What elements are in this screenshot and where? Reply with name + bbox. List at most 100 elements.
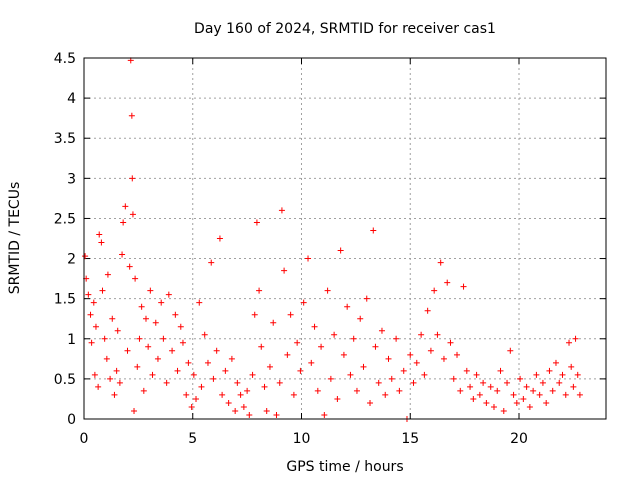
data-point <box>270 319 277 326</box>
data-point <box>487 383 494 390</box>
data-point <box>533 371 540 378</box>
data-point <box>450 375 457 382</box>
data-point <box>216 235 223 242</box>
data-point <box>85 291 92 298</box>
data-point <box>337 247 344 254</box>
data-point <box>92 323 99 330</box>
data-point <box>193 395 200 402</box>
data-point <box>111 391 118 398</box>
data-point <box>314 387 321 394</box>
data-point <box>138 303 145 310</box>
data-point <box>410 379 417 386</box>
data-point <box>572 335 579 342</box>
data-point <box>344 303 351 310</box>
y-tick-label: 3 <box>67 171 76 187</box>
y-tick-label: 0 <box>67 412 76 428</box>
data-point <box>556 379 563 386</box>
data-point <box>504 379 511 386</box>
data-point <box>126 263 133 270</box>
data-point <box>147 287 154 294</box>
data-point <box>327 375 334 382</box>
data-point <box>169 347 176 354</box>
data-point <box>134 363 141 370</box>
data-point <box>372 343 379 350</box>
data-point <box>142 315 149 322</box>
data-point <box>400 367 407 374</box>
data-point <box>559 371 566 378</box>
data-point <box>460 283 467 290</box>
data-point <box>536 391 543 398</box>
data-point <box>278 207 285 214</box>
data-point <box>457 387 464 394</box>
y-tick-label: 3.5 <box>54 131 76 147</box>
data-point <box>494 387 501 394</box>
data-point <box>497 367 504 374</box>
chart-title: Day 160 of 2024, SRMTID for receiver cas… <box>194 21 496 37</box>
data-point <box>427 347 434 354</box>
data-point <box>122 203 129 210</box>
data-point <box>418 331 425 338</box>
data-point <box>350 335 357 342</box>
data-point <box>204 359 211 366</box>
data-point <box>158 299 165 306</box>
plot-frame <box>83 57 607 420</box>
data-point <box>246 411 253 418</box>
y-tick-label: 2 <box>67 252 76 268</box>
data-point <box>480 379 487 386</box>
data-point <box>253 219 260 226</box>
x-tick-label: 5 <box>188 431 197 447</box>
data-point <box>424 307 431 314</box>
data-point <box>543 399 550 406</box>
data-point <box>263 407 270 414</box>
data-point <box>266 363 273 370</box>
x-tick-label: 20 <box>510 431 528 447</box>
data-point <box>476 391 483 398</box>
data-point <box>131 407 138 414</box>
data-point <box>237 391 244 398</box>
data-point <box>566 339 573 346</box>
data-point <box>549 387 556 394</box>
data-point <box>526 403 533 410</box>
data-point <box>562 391 569 398</box>
data-point <box>219 391 226 398</box>
data-point <box>347 371 354 378</box>
data-point <box>440 355 447 362</box>
data-point <box>96 231 103 238</box>
data-point <box>467 383 474 390</box>
data-point <box>249 371 256 378</box>
data-point <box>228 355 235 362</box>
data-point <box>120 219 127 226</box>
data-point <box>463 367 470 374</box>
data-point <box>99 287 106 294</box>
data-point <box>98 239 105 246</box>
data-point <box>378 327 385 334</box>
data-point <box>421 371 428 378</box>
data-point <box>109 315 116 322</box>
data-point <box>520 395 527 402</box>
data-point <box>375 379 382 386</box>
data-point <box>128 112 135 119</box>
data-point <box>318 343 325 350</box>
data-point <box>132 275 139 282</box>
data-point <box>88 339 95 346</box>
data-point <box>574 371 581 378</box>
data-point <box>539 379 546 386</box>
data-point <box>179 339 186 346</box>
data-point <box>407 351 414 358</box>
data-point <box>208 259 215 266</box>
data-point <box>546 367 553 374</box>
x-axis-label: GPS time / hours <box>286 459 403 475</box>
data-point <box>196 299 203 306</box>
data-point <box>360 363 367 370</box>
data-point <box>91 371 98 378</box>
data-point <box>473 371 480 378</box>
data-point <box>294 339 301 346</box>
data-point <box>104 271 111 278</box>
data-point <box>388 375 395 382</box>
data-point <box>103 355 110 362</box>
data-point <box>308 359 315 366</box>
data-point <box>201 331 208 338</box>
data-point <box>183 391 190 398</box>
data-point <box>276 379 283 386</box>
